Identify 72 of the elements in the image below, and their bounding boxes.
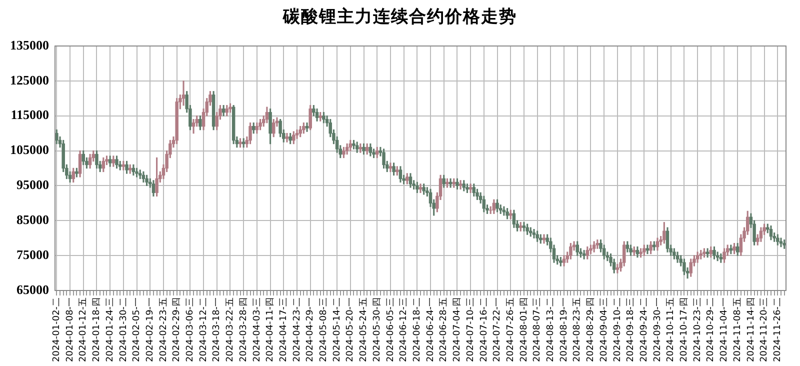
x-tick-label: 2024-11-20-三 <box>760 297 770 362</box>
x-tick-label: 2024-01-08-一 <box>65 297 76 362</box>
x-tick-label: 2024-07-26-五 <box>506 297 516 362</box>
x-tick-label: 2024-07-16-二 <box>479 297 490 362</box>
x-tick-label: 2024-08-13-二 <box>546 297 556 362</box>
y-tick-label: 135000 <box>10 37 49 52</box>
x-tick-label: 2024-09-30-一 <box>652 297 663 362</box>
candlestick <box>542 234 546 244</box>
x-tick-label: 2024-01-30-二 <box>118 297 129 362</box>
x-tick-label: 2024-10-29-二 <box>706 297 716 362</box>
y-tick-label: 65000 <box>16 282 49 297</box>
x-tick-label: 2024-05-30-四 <box>372 297 382 362</box>
x-tick-label: 2024-01-24-三 <box>105 297 116 362</box>
x-tick-label: 2024-08-29-四 <box>586 297 596 362</box>
x-tick-label: 2024-10-17-四 <box>680 297 690 362</box>
x-tick-label: 2024-03-12-二 <box>198 297 209 362</box>
x-tick-label: 2024-11-04-一 <box>720 297 730 362</box>
x-tick-label: 2024-01-18-四 <box>92 297 102 362</box>
x-tick-label: 2024-07-10-三 <box>466 297 476 362</box>
chart-title: 碳酸锂主力连续合约价格走势 <box>282 6 518 28</box>
x-tick-label: 2024-04-03-三 <box>252 297 262 362</box>
x-tick-label: 2024-02-29-四 <box>172 297 182 362</box>
candlestick <box>285 132 289 142</box>
x-tick-label: 2024-07-22-一 <box>492 297 503 362</box>
y-tick-label: 105000 <box>10 142 49 158</box>
x-tick-label: 2024-03-06-三 <box>186 297 196 362</box>
x-tick-label: 2024-04-11-四 <box>266 297 276 362</box>
y-tick-label: 85000 <box>16 212 49 227</box>
y-tick-label: 95000 <box>16 177 49 192</box>
x-tick-label: 2024-04-17-三 <box>278 297 289 362</box>
x-tick-label: 2024-08-07-三 <box>532 297 543 362</box>
x-tick-label: 2024-08-19-一 <box>559 297 570 362</box>
candlestick <box>418 184 422 193</box>
x-tick-label: 2024-03-22-五 <box>226 297 236 362</box>
x-tick-label: 2024-05-08-三 <box>319 297 330 362</box>
x-tick-label: 2024-02-05-一 <box>132 297 142 362</box>
x-tick-label: 2024-01-12-五 <box>78 297 89 362</box>
x-tick-label: 2024-06-05-三 <box>386 297 396 362</box>
x-tick-label: 2024-04-29-一 <box>306 297 316 362</box>
x-tick-label: 2024-06-12-三 <box>399 297 410 362</box>
x-tick-label: 2024-04-23-二 <box>292 297 302 362</box>
y-tick-label: 125000 <box>10 72 49 88</box>
x-tick-label: 2024-10-23-三 <box>692 297 703 362</box>
x-tick-label: 2024-06-28-五 <box>439 297 450 362</box>
x-tick-label: 2024-11-14-四 <box>746 297 756 362</box>
candlestick <box>646 244 650 254</box>
y-tick-label: 75000 <box>16 246 49 262</box>
x-tick-label: 2024-08-01-四 <box>519 297 530 362</box>
candlestick <box>522 222 526 232</box>
x-tick-label: 2024-08-23-五 <box>572 297 583 362</box>
x-tick-label: 2024-11-26-二 <box>773 297 783 362</box>
x-tick-label: 2024-09-04-三 <box>599 297 610 362</box>
x-tick-label: 2024-03-18-一 <box>212 297 222 362</box>
candlestick <box>779 238 783 248</box>
x-tick-label: 2024-09-24-二 <box>639 297 650 362</box>
x-tick-label: 2024-09-18-三 <box>626 297 636 362</box>
x-tick-label: 2024-05-24-五 <box>359 297 370 362</box>
x-tick-label: 2024-09-10-二 <box>612 297 623 362</box>
x-tick-label: 2024-06-24-一 <box>426 297 436 362</box>
x-tick-label: 2024-02-19-一 <box>145 297 156 362</box>
x-tick-label: 2024-11-08-五 <box>732 297 743 362</box>
y-tick-label: 115000 <box>10 107 49 122</box>
x-tick-label: 2024-06-18-二 <box>412 297 423 362</box>
x-tick-label: 2024-02-23-五 <box>158 297 169 362</box>
x-tick-label: 2024-10-11-五 <box>666 297 676 362</box>
x-tick-label: 2024-01-02-二 <box>52 297 62 362</box>
x-tick-label: 2024-07-04-四 <box>452 297 463 362</box>
candlestick <box>532 229 536 238</box>
x-tick-label: 2024-05-14-二 <box>332 297 342 362</box>
x-tick-label: 2024-03-28-四 <box>238 297 249 362</box>
candlestick <box>305 122 309 132</box>
x-tick-label: 2024-05-20-一 <box>346 297 356 362</box>
